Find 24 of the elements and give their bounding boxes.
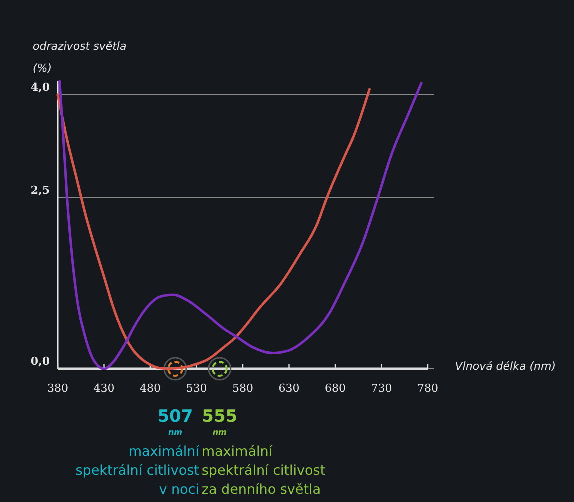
y-tick-label: 4,0 (30, 81, 50, 94)
x-tick-label: 480 (140, 382, 161, 395)
x-tick-label: 530 (186, 382, 208, 395)
text: maximální (202, 444, 274, 460)
text: spektrální citlivost (76, 463, 200, 479)
text: nm (168, 428, 182, 437)
text: spektrální citlivost (202, 463, 326, 479)
y-tick-label: 2,5 (30, 184, 50, 197)
text: maximální (128, 444, 201, 460)
text: nm (212, 428, 227, 437)
text: za denního světla (202, 482, 322, 498)
x-tick-label: 680 (325, 382, 346, 395)
x-tick-label: 430 (94, 382, 115, 395)
x-tick-label: 380 (48, 382, 68, 395)
x-tick-label: 780 (418, 382, 438, 395)
annotation: 555 (202, 407, 238, 427)
x-tick-label: 630 (278, 382, 300, 395)
annotation: 507 (158, 407, 194, 427)
x-tick-label: 730 (371, 382, 392, 395)
text: v noci (159, 482, 200, 498)
y-tick-label: 0,0 (30, 355, 50, 368)
x-axis-title: Vlnová délka (nm) (455, 360, 556, 373)
y-axis-title: odrazivost světla (%) (33, 40, 127, 75)
x-tick-label: 580 (232, 382, 254, 395)
